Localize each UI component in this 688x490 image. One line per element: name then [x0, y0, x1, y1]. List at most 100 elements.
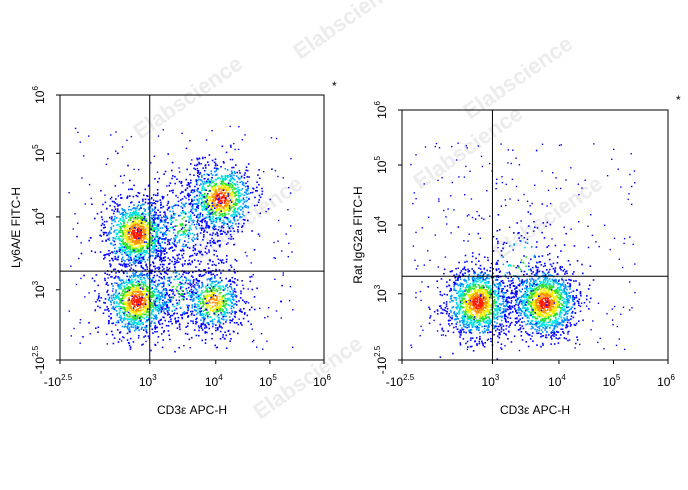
event-dot [218, 320, 221, 322]
event-dot [157, 309, 159, 311]
event-dot [239, 181, 241, 184]
event-dot [160, 254, 162, 257]
event-dot [100, 235, 102, 237]
event-dot [135, 317, 137, 319]
event-dot [206, 309, 208, 311]
event-dot [189, 255, 191, 258]
event-dot [174, 175, 176, 178]
event-dot [131, 278, 133, 281]
event-dot [149, 264, 152, 266]
event-dot [158, 309, 160, 312]
event-dot [243, 214, 245, 217]
event-dot [126, 288, 129, 290]
event-dot [127, 299, 129, 302]
event-dot [97, 284, 99, 287]
event-dot [124, 252, 127, 255]
event-dot [199, 215, 201, 218]
event-dot [155, 234, 158, 237]
event-dot [131, 302, 134, 304]
event-dot [207, 303, 209, 306]
event-dot [196, 290, 199, 293]
event-dot [159, 221, 162, 223]
event-dot [183, 311, 186, 313]
event-dot [229, 230, 232, 232]
event-dot [167, 279, 169, 282]
event-dot [141, 247, 144, 249]
event-dot [198, 326, 201, 329]
event-dot [138, 310, 141, 313]
event-dot [185, 277, 187, 279]
event-dot [129, 315, 131, 317]
event-dot [493, 321, 496, 323]
event-dot [443, 268, 446, 271]
event-dot [205, 290, 207, 292]
event-dot [146, 275, 149, 278]
event-dot [133, 318, 136, 320]
event-dot [233, 220, 236, 222]
event-dot [131, 215, 133, 217]
event-dot [122, 225, 124, 227]
event-dot [215, 211, 217, 213]
event-dot [127, 263, 129, 266]
event-dot [143, 313, 146, 316]
event-dot [162, 305, 164, 308]
event-dot [183, 283, 185, 285]
event-dot [230, 286, 233, 288]
event-dot [166, 209, 169, 211]
event-dot [141, 295, 143, 298]
event-dot [136, 300, 139, 303]
event-dot [117, 224, 120, 226]
event-dot [198, 295, 200, 297]
event-dot [118, 246, 120, 249]
event-dot [221, 176, 223, 178]
event-dot [194, 248, 196, 250]
event-dot [292, 309, 294, 311]
event-dot [106, 309, 108, 311]
event-dot [273, 241, 275, 244]
event-dot [145, 310, 147, 312]
event-dot [145, 296, 148, 299]
event-dot [154, 268, 157, 270]
event-dot [215, 250, 217, 252]
event-dot [245, 169, 247, 172]
event-dot [232, 318, 234, 320]
event-dot [253, 339, 255, 342]
event-dot [174, 182, 176, 185]
event-dot [135, 328, 137, 331]
tick-exponent: 2.5 [61, 373, 73, 382]
event-dot [247, 288, 249, 290]
event-dot [225, 261, 228, 263]
event-dot [178, 239, 180, 242]
event-dot [140, 297, 142, 300]
event-dot [130, 241, 133, 243]
event-dot [229, 158, 232, 161]
event-dot [117, 255, 120, 257]
event-dot [224, 209, 226, 211]
tick-base: 10 [259, 375, 273, 389]
event-dot [219, 200, 221, 202]
event-dot [246, 255, 248, 257]
event-dot [128, 231, 130, 234]
event-dot [161, 308, 164, 311]
event-dot [139, 217, 141, 219]
event-dot [126, 339, 129, 341]
event-dot [289, 285, 292, 288]
event-dot [180, 228, 183, 230]
event-dot [137, 283, 139, 285]
event-dot [218, 197, 220, 200]
event-dot [231, 186, 233, 189]
event-dot [213, 167, 216, 169]
event-dot [482, 344, 484, 347]
event-dot [229, 299, 232, 302]
event-dot [231, 172, 233, 175]
event-dot [205, 180, 208, 183]
event-dot [212, 188, 214, 190]
event-dot [125, 217, 127, 220]
event-dot [129, 219, 132, 222]
event-dot [133, 258, 135, 261]
event-dot [144, 280, 147, 282]
event-dot [122, 307, 124, 310]
event-dot [119, 249, 122, 251]
event-dot [205, 326, 208, 329]
event-dot [235, 194, 238, 196]
